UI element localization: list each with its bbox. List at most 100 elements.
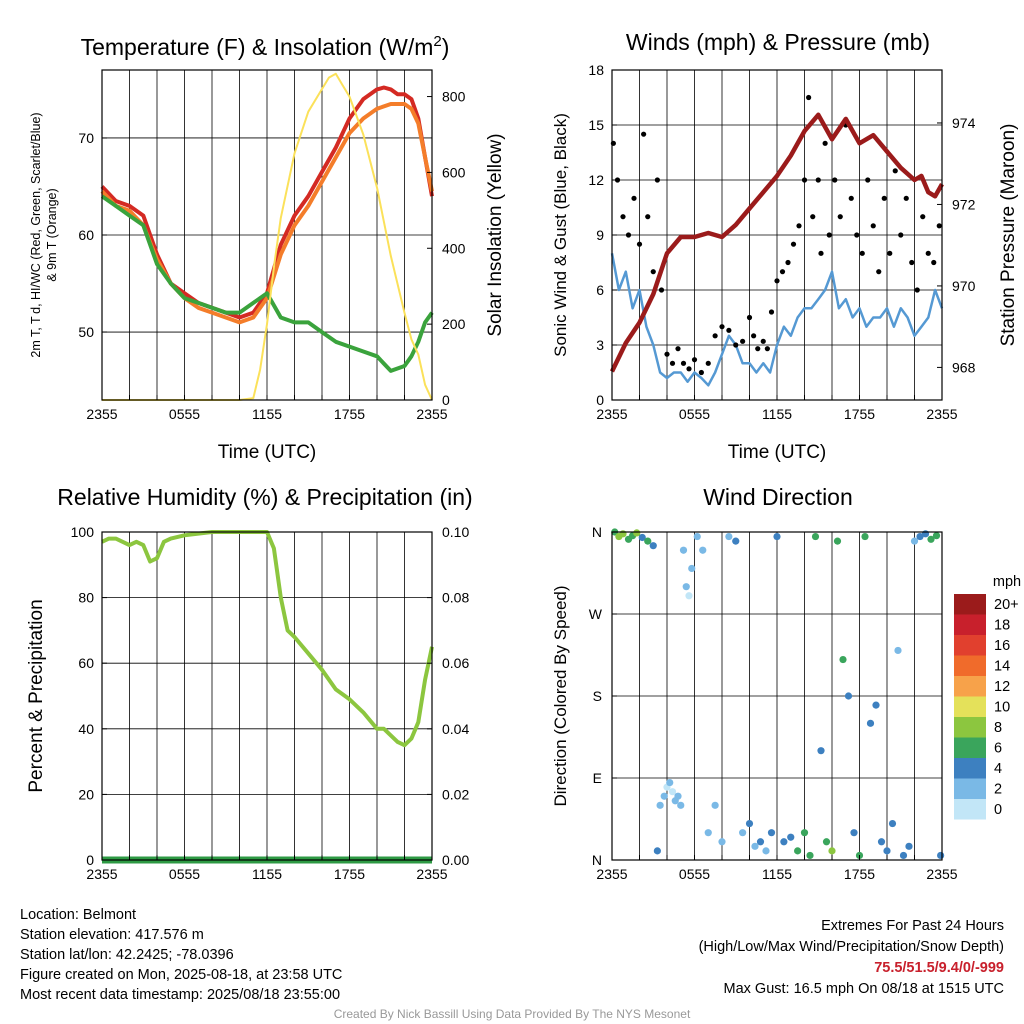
direction-point bbox=[660, 792, 668, 800]
credit-line: Created By Nick Bassill Using Data Provi… bbox=[333, 1007, 691, 1021]
x-tick-label: 1755 bbox=[334, 406, 365, 422]
y2-tick-label: 400 bbox=[442, 240, 466, 256]
x-tick-label: 2355 bbox=[596, 866, 627, 882]
gust-point bbox=[785, 259, 791, 266]
temperature-xlabel: Time (UTC) bbox=[218, 442, 317, 463]
y2-tick-label: 0.00 bbox=[442, 852, 469, 868]
x-tick-label: 0555 bbox=[169, 406, 200, 422]
gust-point bbox=[675, 346, 681, 352]
wind-direction-panel: Wind Direction 2355 0555 1155 1755 2355NESWN… bbox=[551, 484, 1021, 882]
gust-point bbox=[779, 269, 786, 275]
direction-point bbox=[888, 819, 897, 828]
winds-ylabel: Sonic Wind & Gust (Blue, Black) bbox=[551, 113, 570, 357]
gust-point bbox=[768, 309, 775, 315]
direction-point bbox=[773, 532, 781, 541]
x-tick-label: 2355 bbox=[926, 406, 957, 422]
gust-point bbox=[870, 223, 876, 229]
direction-point bbox=[674, 792, 682, 800]
direction-point bbox=[811, 532, 820, 541]
temperature-ylabel-line1: 2m T, T d, HI/WC (Red, Green, Scarlet/Bl… bbox=[29, 112, 43, 357]
y2-tick-label: 200 bbox=[442, 316, 466, 332]
x-tick-label: 1755 bbox=[844, 406, 875, 422]
x-tick-label: 1155 bbox=[762, 406, 792, 422]
gust-point bbox=[719, 324, 725, 330]
gust-point bbox=[931, 259, 937, 266]
colorbar-swatch bbox=[954, 778, 986, 799]
direction-point bbox=[866, 719, 875, 727]
direction-point bbox=[693, 532, 701, 541]
direction-point bbox=[822, 838, 831, 846]
gust-point bbox=[936, 223, 942, 229]
direction-point bbox=[916, 532, 924, 541]
direction-point bbox=[718, 838, 726, 846]
direction-point bbox=[756, 838, 765, 846]
gust-point bbox=[903, 195, 909, 201]
gust-point bbox=[664, 351, 670, 357]
colorbar-label: 16 bbox=[994, 638, 1010, 654]
colorbar-label: 20+ bbox=[994, 597, 1019, 613]
gust-point bbox=[680, 360, 687, 366]
gust-point bbox=[746, 314, 753, 321]
direction-point bbox=[839, 655, 847, 664]
direction-point bbox=[894, 646, 902, 655]
gust-point bbox=[854, 232, 860, 238]
speed-colorbar: mph 20+ 18 16 14 12 10 8 6 4 2 0 bbox=[954, 574, 1021, 820]
y2-tick-label: 968 bbox=[952, 359, 976, 375]
extremes-info: Extremes For Past 24 Hours (High/Low/Max… bbox=[699, 916, 1004, 1000]
extremes-title: Extremes For Past 24 Hours bbox=[821, 918, 1004, 934]
direction-point bbox=[751, 842, 759, 850]
direction-point bbox=[679, 546, 688, 554]
colorbar-swatch bbox=[954, 696, 986, 717]
direction-point bbox=[861, 532, 869, 541]
gust-point bbox=[760, 338, 766, 344]
direction-point bbox=[767, 829, 776, 837]
direction-point bbox=[739, 829, 747, 837]
meteogram-charts: Temperature (F) & Insolation (W/m2) 2355… bbox=[26, 29, 1021, 882]
y2-tick-label: 970 bbox=[952, 278, 976, 294]
colorbar-swatch bbox=[954, 655, 986, 676]
gust-point bbox=[801, 177, 808, 183]
y2-tick-label: 0.02 bbox=[442, 786, 469, 802]
direction-point bbox=[927, 535, 935, 543]
direction-point bbox=[844, 692, 853, 700]
gust-point bbox=[641, 131, 647, 137]
gust-point bbox=[796, 223, 802, 229]
colorbar-label: 10 bbox=[994, 700, 1010, 716]
x-tick-label: 1155 bbox=[252, 406, 282, 422]
temperature-title: Temperature (F) & Insolation (W/m2) bbox=[81, 33, 450, 60]
gust-point bbox=[712, 333, 718, 339]
x-tick-label: 1155 bbox=[252, 866, 282, 882]
colorbar-label: 2 bbox=[994, 782, 1002, 798]
colorbar-label: 0 bbox=[994, 802, 1002, 818]
gust-point bbox=[920, 214, 926, 220]
x-tick-label: 2355 bbox=[416, 406, 447, 422]
gust-point bbox=[815, 177, 821, 183]
direction-point bbox=[725, 532, 733, 541]
y2-tick-label: 0 bbox=[442, 392, 450, 408]
series-line-relative-humidity bbox=[101, 530, 434, 748]
direction-point bbox=[704, 829, 712, 837]
gust-point bbox=[810, 214, 816, 220]
x-tick-label: 2355 bbox=[416, 866, 447, 882]
y-tick-label: 0 bbox=[596, 392, 604, 408]
direction-point bbox=[649, 542, 657, 550]
x-tick-label: 0555 bbox=[679, 406, 710, 422]
x-tick-label: 0555 bbox=[169, 866, 200, 882]
colorbar-label: 4 bbox=[994, 761, 1002, 777]
gust-point bbox=[650, 269, 656, 275]
gust-point bbox=[654, 177, 660, 183]
colorbar-swatch bbox=[954, 594, 986, 615]
y-tick-label: 6 bbox=[596, 282, 604, 298]
direction-point bbox=[644, 537, 652, 545]
gust-point bbox=[764, 346, 770, 352]
direction-point bbox=[905, 842, 913, 850]
colorbar-swatch bbox=[954, 737, 986, 758]
gust-point bbox=[822, 140, 828, 146]
x-tick-label: 2355 bbox=[926, 866, 957, 882]
gust-point bbox=[686, 366, 692, 372]
gust-point bbox=[620, 214, 626, 220]
direction-point bbox=[787, 833, 795, 841]
x-tick-label: 2355 bbox=[86, 866, 117, 882]
y2-tick-label: 972 bbox=[952, 196, 976, 212]
